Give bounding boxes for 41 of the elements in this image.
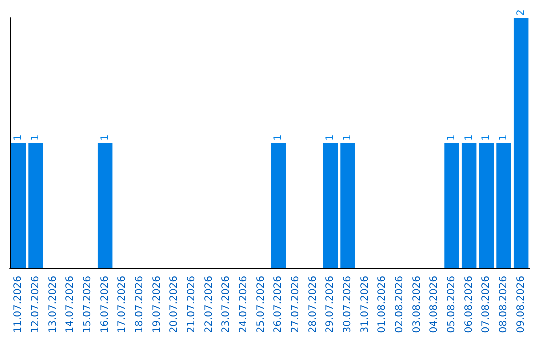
- data-label: 2: [516, 10, 527, 16]
- x-tick-label: 09.08.2026: [516, 276, 527, 334]
- x-tick-label: 31.07.2026: [360, 276, 371, 334]
- data-label: 1: [446, 134, 458, 141]
- x-tick-label: 17.07.2026: [117, 276, 128, 334]
- x-tick-label: 20.07.2026: [169, 276, 180, 334]
- data-label: 1: [273, 134, 284, 141]
- x-tick-label: 07.08.2026: [481, 276, 492, 334]
- x-tick-label: 22.07.2026: [204, 276, 215, 334]
- data-label: 1: [342, 134, 354, 141]
- x-tick-label: 16.07.2026: [100, 276, 111, 334]
- x-tick-label: 15.07.2026: [82, 276, 94, 334]
- x-tick-label: 25.07.2026: [256, 276, 267, 334]
- data-label: 1: [325, 134, 336, 141]
- x-tick-label: 28.07.2026: [308, 276, 319, 334]
- x-tick-label: 21.07.2026: [186, 276, 198, 334]
- data-label: 1: [498, 134, 510, 141]
- x-tick-label: 26.07.2026: [273, 276, 284, 334]
- data-label: 1: [13, 134, 24, 141]
- x-tick-label: 18.07.2026: [134, 276, 146, 334]
- x-tick-label: 23.07.2026: [221, 276, 232, 334]
- x-tick-label: 01.08.2026: [377, 276, 388, 334]
- x-tick-label: 03.08.2026: [412, 276, 423, 334]
- x-tick-label: 13.07.2026: [48, 276, 59, 334]
- data-label: 1: [464, 134, 475, 141]
- x-tick-label: 27.07.2026: [290, 276, 302, 334]
- x-tick-label: 08.08.2026: [498, 276, 510, 334]
- data-label: 1: [481, 134, 492, 141]
- data-label: 1: [30, 134, 42, 141]
- x-tick-label: 02.08.2026: [394, 276, 406, 334]
- x-tick-label: 06.08.2026: [464, 276, 475, 334]
- x-tick-label: 11.07.2026: [13, 276, 24, 334]
- x-tick-label: 12.07.2026: [30, 276, 42, 334]
- x-tick-label: 05.08.2026: [446, 276, 458, 334]
- x-tick-label: 24.07.2026: [238, 276, 250, 334]
- x-tick-label: 19.07.2026: [152, 276, 163, 334]
- x-tick-label: 04.08.2026: [429, 276, 440, 334]
- x-tick-label: 29.07.2026: [325, 276, 336, 334]
- data-label: 1: [100, 134, 111, 141]
- x-tick-label: 14.07.2026: [65, 276, 76, 334]
- x-tick-label: 30.07.2026: [342, 276, 354, 334]
